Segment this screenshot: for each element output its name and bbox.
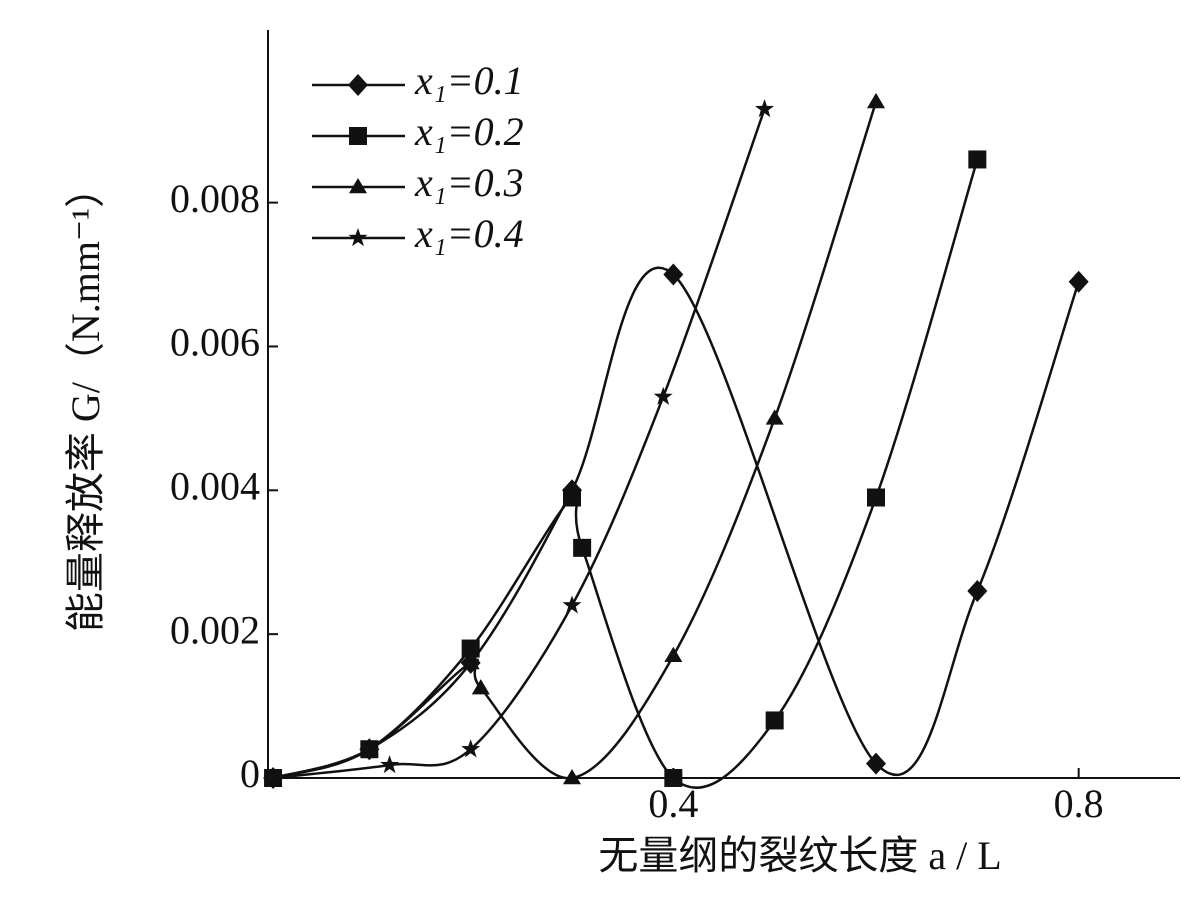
marker	[663, 263, 684, 286]
x-tick-label: 0.8	[1054, 781, 1104, 826]
marker	[664, 646, 683, 663]
marker	[653, 386, 673, 405]
marker	[380, 755, 400, 774]
y-tick-label: 0.004	[170, 463, 260, 508]
marker	[349, 127, 367, 145]
marker	[967, 580, 988, 602]
marker	[471, 679, 490, 695]
marker	[573, 538, 592, 557]
legend-label: x₁=0.2	[414, 109, 524, 154]
marker	[461, 739, 481, 758]
series-line	[272, 108, 766, 780]
marker	[360, 740, 379, 756]
y-tick-label: 0	[240, 751, 260, 796]
marker	[866, 752, 886, 775]
legend-label: x₁=0.3	[414, 160, 524, 205]
x-tick-label: 0.4	[648, 781, 698, 826]
x-axis-label: 无量纲的裂纹长度 a / L	[598, 833, 1001, 878]
series-line	[272, 159, 979, 789]
marker	[968, 150, 987, 169]
y-tick-label: 0.008	[170, 176, 260, 221]
marker	[664, 769, 683, 787]
marker	[563, 488, 581, 507]
marker	[1068, 270, 1089, 293]
marker	[765, 409, 784, 425]
marker	[867, 488, 885, 507]
marker	[349, 178, 367, 194]
legend-label: x₁=0.4	[414, 211, 524, 256]
marker	[867, 92, 885, 109]
marker	[765, 711, 784, 730]
marker	[563, 769, 581, 785]
y-axis-label: 能量释放率 G/（N.mm⁻¹）	[63, 168, 108, 632]
legend-label: x₁=0.1	[414, 58, 524, 103]
marker	[755, 99, 775, 118]
marker	[461, 639, 480, 658]
marker	[263, 768, 283, 787]
series-line	[272, 266, 1080, 780]
y-tick-label: 0.006	[170, 320, 260, 365]
y-tick-label: 0.002	[170, 607, 260, 652]
series-line	[272, 101, 878, 780]
marker	[348, 228, 368, 247]
marker	[461, 653, 480, 670]
marker	[348, 74, 368, 96]
marker	[562, 595, 582, 614]
